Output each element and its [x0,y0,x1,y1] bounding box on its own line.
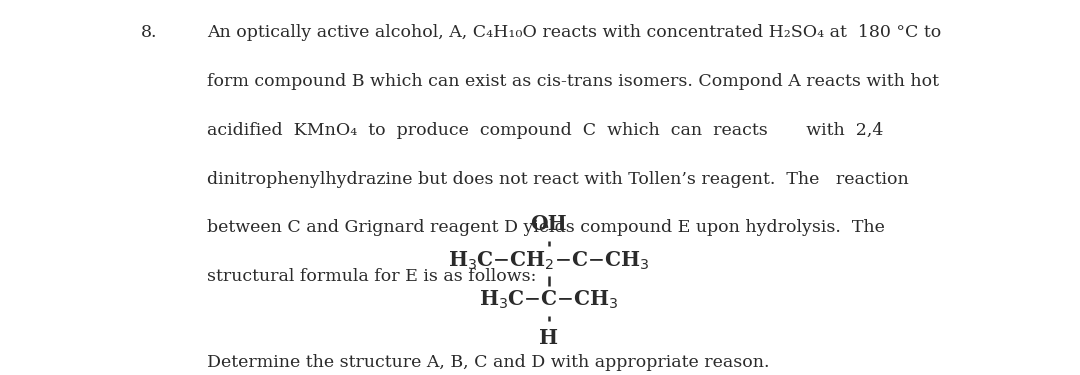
Text: acidified  KMnO₄  to  produce  compound  C  which  can  reacts       with  2,4: acidified KMnO₄ to produce compound C wh… [207,122,883,139]
Text: H$_3$C$-$CH$_2$$-$C$-$CH$_3$: H$_3$C$-$CH$_2$$-$C$-$CH$_3$ [448,249,649,272]
Text: Determine the structure A, B, C and D with appropriate reason.: Determine the structure A, B, C and D wi… [207,354,770,371]
Text: between C and Grignard reagent D yields compound E upon hydrolysis.  The: between C and Grignard reagent D yields … [207,219,886,236]
Text: H$_3$C$-$C$-$CH$_3$: H$_3$C$-$C$-$CH$_3$ [478,289,619,311]
Text: OH: OH [530,214,567,234]
Text: An optically active alcohol, A, C₄H₁₀O reacts with concentrated H₂SO₄ at  180 °C: An optically active alcohol, A, C₄H₁₀O r… [207,24,942,41]
Text: H: H [539,328,558,348]
Text: structural formula for E is as follows:: structural formula for E is as follows: [207,268,537,285]
Text: form compound B which can exist as cis-trans isomers. Compond A reacts with hot: form compound B which can exist as cis-t… [207,73,940,90]
Text: 8.: 8. [140,24,157,41]
Text: dinitrophenylhydrazine but does not react with Tollen’s reagent.  The   reaction: dinitrophenylhydrazine but does not reac… [207,171,909,188]
